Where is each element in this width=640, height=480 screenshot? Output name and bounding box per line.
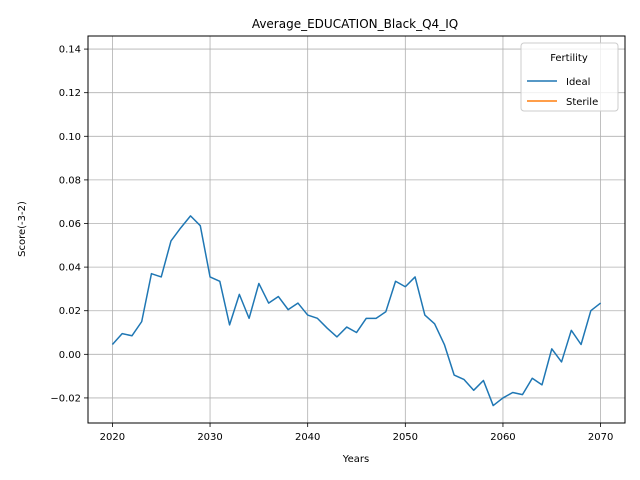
y-tick-label: 0.06 — [59, 219, 81, 230]
x-tick-label: 2020 — [100, 432, 125, 443]
x-tick-label: 2030 — [197, 432, 222, 443]
x-tick-label: 2040 — [295, 432, 320, 443]
y-tick-label: −0.02 — [50, 393, 81, 404]
legend: Fertility Ideal Sterile — [521, 43, 618, 111]
y-tick-label: 0.10 — [59, 132, 81, 143]
x-tick-label: 2070 — [588, 432, 613, 443]
x-axis-label: Years — [342, 454, 369, 465]
x-tick-label: 2060 — [490, 432, 515, 443]
y-tick-label: 0.02 — [59, 306, 81, 317]
legend-title: Fertility — [550, 53, 588, 64]
y-tick-label: 0.08 — [59, 175, 81, 186]
chart-title: Average_EDUCATION_Black_Q4_IQ — [252, 17, 458, 31]
y-axis-label: Score(-3-2) — [17, 201, 28, 257]
y-tick-label: 0.00 — [59, 350, 81, 361]
y-tick-label: 0.14 — [59, 45, 81, 56]
y-tick-label: 0.04 — [59, 263, 81, 274]
y-tick-label: 0.12 — [59, 88, 81, 99]
x-tick-label: 2050 — [393, 432, 418, 443]
legend-label-sterile: Sterile — [566, 97, 598, 108]
legend-label-ideal: Ideal — [566, 77, 590, 88]
